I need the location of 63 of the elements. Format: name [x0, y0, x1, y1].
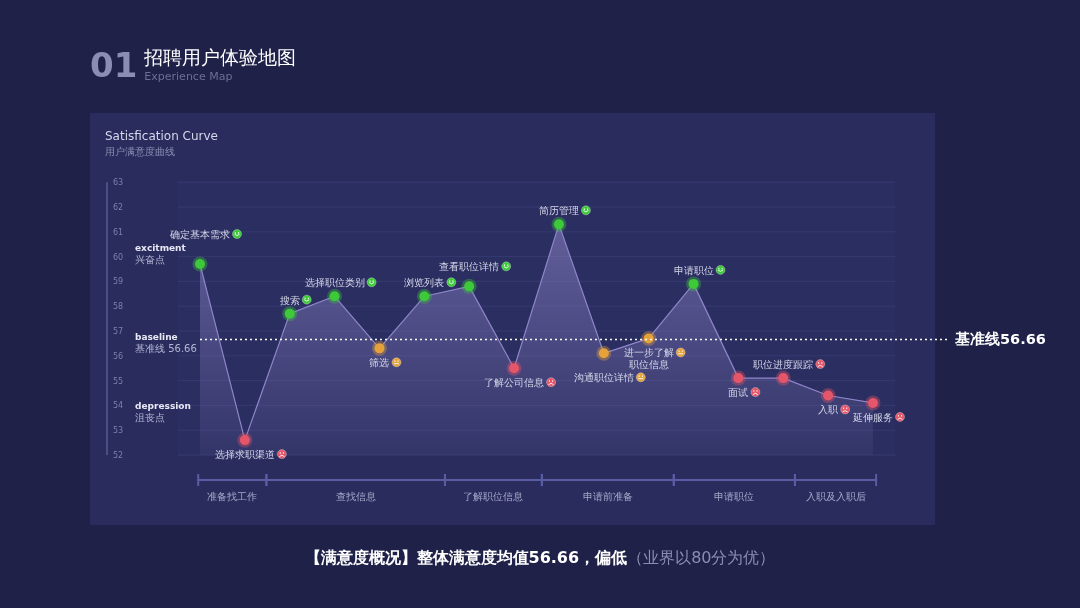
text: 01 [90, 45, 138, 85]
annotation: baseline [135, 332, 178, 342]
annotation: excitment [135, 243, 187, 253]
point [192, 256, 208, 272]
x-tick-label: 职位进度跟踪 [753, 358, 814, 370]
x-tick-label: 入职 [818, 403, 839, 415]
text: 准备找工作 [207, 491, 258, 502]
text: 【满意度概况】整体满意度均值56.66，偏低 [304, 548, 628, 567]
x-tick-label: 确定基本需求 [169, 228, 230, 240]
point [282, 306, 298, 322]
annotation: 基准线 56.66 [135, 342, 197, 354]
point [327, 288, 343, 304]
text: 申请职位 [714, 491, 755, 502]
point [775, 370, 791, 386]
text: Experience Map [144, 70, 233, 83]
x-tick-label: 查看职位详情 [439, 260, 500, 272]
x-tick-label: 了解公司信息 [484, 376, 545, 388]
point [551, 216, 567, 232]
annotation: depression [135, 401, 191, 411]
y-tick-label: 53 [112, 425, 124, 435]
y-tick-label: 59 [112, 276, 124, 286]
point [641, 330, 657, 346]
y-tick-label: 57 [112, 326, 124, 336]
x-tick-label: 浏览列表 [404, 276, 445, 288]
text: 了解职位信息 [463, 491, 524, 502]
x-tick-label: 选择求职渠道 [214, 448, 275, 460]
y-tick-label: 63 [112, 177, 124, 187]
y-tick-label: 62 [112, 202, 124, 212]
chart-title: Satisfication Curve [105, 129, 218, 143]
point [596, 345, 612, 361]
point [506, 360, 522, 376]
point [820, 387, 836, 403]
point [686, 276, 702, 292]
x-tick-label: 沟通职位详情 [573, 371, 634, 383]
point [237, 432, 253, 448]
y-tick-label: 55 [112, 376, 124, 386]
text: 入职及入职后 [805, 491, 866, 502]
text: 沮丧点 [135, 411, 165, 423]
point [730, 370, 746, 386]
y-tick-label: 56 [112, 351, 124, 361]
text: （业界以80分为优） [627, 548, 776, 567]
point [416, 288, 432, 304]
text: 申请前准备 [582, 491, 633, 502]
x-tick-label: 简历管理 [538, 204, 579, 216]
y-tick-label: 61 [112, 227, 124, 237]
y-tick-label: 60 [112, 252, 124, 262]
point [371, 340, 387, 356]
x-tick-label: 延伸服务 [852, 411, 893, 423]
x-tick-label: 进一步了解职位信息 [623, 346, 674, 370]
text: 兴奋点 [135, 253, 165, 265]
y-tick-label: 54 [112, 400, 124, 410]
y-tick-label: 58 [112, 301, 124, 311]
text: 查找信息 [335, 491, 376, 502]
point [865, 395, 881, 411]
x-tick-label: 筛选 [369, 356, 390, 368]
x-tick-label: 搜索 [279, 294, 300, 306]
chart-subtitle: 用户满意度曲线 [105, 146, 175, 157]
x-tick-label: 选择职位类别 [304, 276, 365, 288]
point [461, 278, 477, 294]
y-tick-label: 52 [112, 450, 124, 460]
ref-line-label: 基准线56.66 [954, 331, 1046, 348]
text: 招聘用户体验地图 [143, 46, 297, 68]
x-tick-label: 面试 [728, 386, 749, 398]
